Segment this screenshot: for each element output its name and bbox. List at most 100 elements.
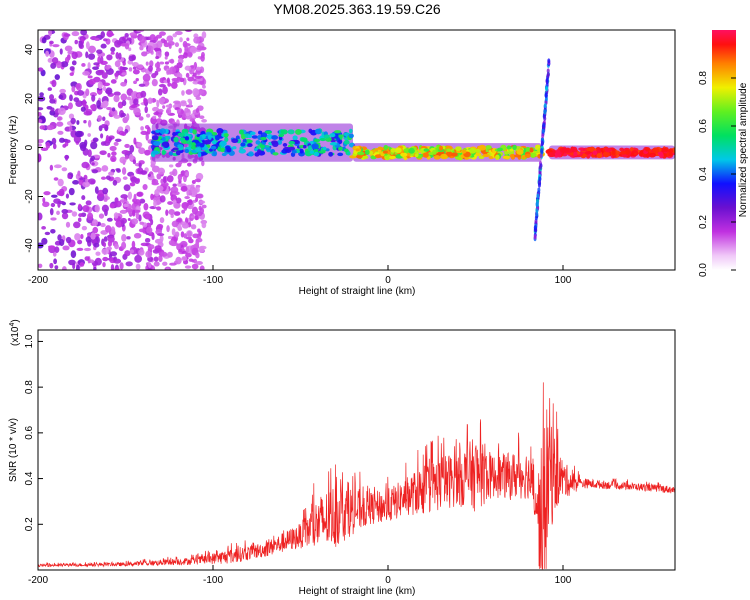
- spectrogram-noise-blob: [68, 125, 73, 132]
- spectrogram-band-blob: [337, 152, 344, 157]
- spectrogram-noise-blob: [82, 181, 91, 188]
- spectrogram-noise-blob: [103, 197, 108, 202]
- spectrogram-band-blob: [250, 131, 256, 136]
- spectrogram-band-blob: [278, 133, 285, 138]
- spectrogram-band-blob: [313, 138, 321, 143]
- spectrogram-noise-blob: [100, 176, 107, 180]
- spectrogram-band-blob: [364, 149, 370, 155]
- spectrogram-noise-blob: [151, 182, 160, 186]
- spectrogram-band-blob: [168, 151, 173, 156]
- spectrogram-noise-blob: [156, 173, 162, 180]
- spectrogram-y-tick-label: -20: [24, 189, 35, 204]
- spectrogram-noise-blob: [138, 228, 146, 233]
- spectrogram-noise-blob: [166, 35, 174, 43]
- spectrogram-noise-blob: [158, 61, 165, 65]
- spectrogram-noise-blob: [167, 201, 174, 205]
- spectrogram-noise-blob: [59, 48, 63, 55]
- spectrogram-band-blob: [322, 146, 327, 151]
- spectrogram-band-blob: [503, 151, 509, 155]
- spectrogram-band-blob: [282, 143, 288, 147]
- spectrogram-noise-blob: [72, 180, 80, 185]
- spectrogram-noise-blob: [195, 172, 204, 181]
- spectrogram-noise-blob: [169, 262, 177, 266]
- spectrogram-noise-blob: [170, 81, 178, 89]
- spectrogram-band-blob: [513, 154, 522, 158]
- colorbar-gradient: [712, 30, 736, 270]
- spectrogram-noise-blob: [57, 178, 64, 187]
- spectrogram-noise-blob: [134, 178, 140, 184]
- spectrogram-noise-blob: [107, 152, 111, 158]
- spectrogram-band-blob: [272, 152, 279, 156]
- spectrogram-noise-blob: [198, 205, 202, 211]
- spectrogram-band-blob: [309, 150, 315, 154]
- spectrogram-band-blob: [151, 135, 159, 141]
- spectrogram-noise-blob: [87, 133, 91, 137]
- spectrogram-noise-blob: [132, 159, 137, 165]
- spectrogram-noise-blob: [102, 116, 106, 122]
- spectrogram-noise-blob: [39, 92, 44, 97]
- spectrogram-band-blob: [302, 144, 307, 149]
- spectrogram-band-blob: [201, 134, 206, 139]
- spectrogram-noise-blob: [94, 233, 100, 237]
- spectrogram-noise-blob: [68, 187, 75, 196]
- spectrogram-noise-blob: [191, 263, 199, 270]
- spectrogram-band-blob: [299, 148, 304, 154]
- spectrogram-noise-blob: [142, 184, 148, 191]
- spectrogram-noise-blob: [147, 45, 154, 54]
- chart-title: YM08.2025.363.19.59.C26: [273, 1, 441, 17]
- spectrogram-noise-blob: [184, 30, 192, 33]
- spectrogram-noise-blob: [147, 267, 152, 270]
- spectrogram-band-blob: [223, 133, 229, 137]
- spectrogram-noise-blob: [100, 141, 107, 146]
- spectrogram-noise-blob: [44, 231, 51, 236]
- spectrogram-band-blob: [260, 132, 268, 138]
- spectrogram-band-blob: [624, 149, 630, 155]
- spectrogram-noise-blob: [87, 62, 91, 70]
- spectrogram-noise-blob: [51, 194, 58, 198]
- spectrogram-noise-blob: [79, 262, 85, 267]
- spectrogram-noise-blob: [184, 195, 190, 200]
- spectrogram-noise-blob: [96, 49, 103, 54]
- spectrogram-noise-blob: [92, 137, 99, 142]
- spectrogram-noise-blob: [157, 233, 165, 237]
- spectrogram-band-blob: [207, 134, 212, 140]
- spectrogram-noise-blob: [100, 43, 107, 49]
- spectrogram-noise-blob: [149, 60, 154, 67]
- snr-y-multiplier-base: (x10: [10, 326, 21, 346]
- spectrogram-noise-blob: [110, 226, 116, 235]
- spectrogram-noise-blob: [47, 87, 52, 91]
- spectrogram-noise-blob: [67, 102, 73, 110]
- spectrogram-noise-blob: [51, 79, 57, 88]
- spectrogram-noise-blob: [151, 78, 158, 87]
- spectrogram-noise-blob: [106, 106, 112, 111]
- spectrogram-noise-blob: [166, 225, 170, 233]
- spectrogram-noise-blob: [85, 51, 89, 59]
- spectrogram-noise-blob: [82, 71, 91, 76]
- spectrogram-band-blob: [287, 129, 295, 135]
- spectrogram-chirp-blob: [540, 148, 544, 154]
- spectrogram-noise-blob: [102, 85, 107, 92]
- spectrogram-noise-blob: [181, 90, 185, 96]
- spectrogram-noise-blob: [49, 94, 55, 101]
- spectrogram-noise-blob: [49, 164, 54, 171]
- spectrogram-noise-blob: [166, 107, 172, 115]
- spectrogram-noise-blob: [187, 230, 192, 238]
- spectrogram-band-blob: [547, 152, 555, 158]
- spectrogram-band-blob: [271, 135, 279, 140]
- spectrogram-y-tick-label: 20: [24, 93, 35, 105]
- snr-x-tick-label: -200: [28, 575, 48, 586]
- spectrogram-x-axis-label: Height of straight line (km): [299, 286, 416, 297]
- spectrogram-noise-blob: [145, 61, 149, 66]
- spectrogram-noise-blob: [97, 115, 103, 122]
- spectrogram-noise-blob: [185, 253, 192, 258]
- spectrogram-band-blob: [219, 140, 227, 147]
- snr-y-multiplier: (x104): [9, 319, 21, 346]
- spectrogram-noise-blob: [81, 161, 90, 169]
- spectrogram-y-tick-label: -40: [24, 238, 35, 253]
- spectrogram-band-blob: [529, 147, 534, 153]
- spectrogram-noise-blob: [38, 212, 43, 221]
- spectrogram-noise-blob: [78, 213, 83, 218]
- spectrogram-noise-blob: [106, 54, 113, 61]
- spectrogram-y-ticks: -40 -20 0 20 40: [24, 44, 43, 253]
- colorbar-tick-label: 0.4: [698, 167, 709, 181]
